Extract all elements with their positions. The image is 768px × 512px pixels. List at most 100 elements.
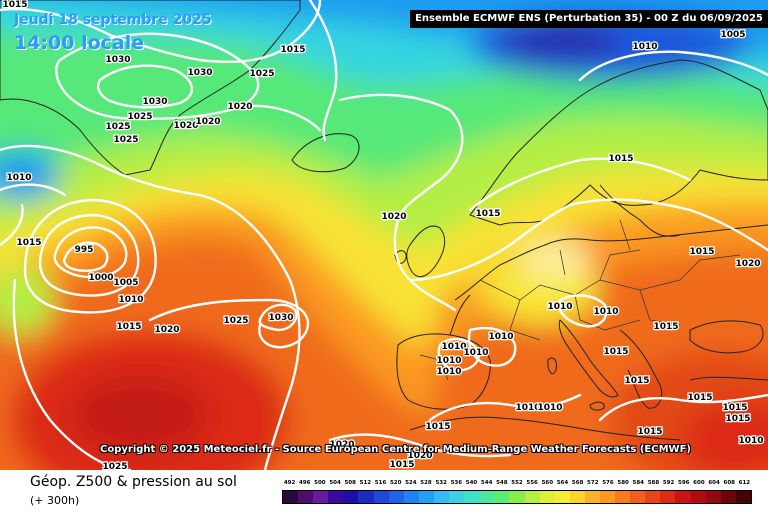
scale-tick-label: 528 [420,480,432,486]
scale-swatch [660,491,676,503]
copyright-notice: Copyright © 2025 Meteociel.fr - Source E… [100,444,691,455]
scale-swatch [554,491,570,503]
scale-tick-label: 580 [617,480,629,486]
scale-swatch [418,491,434,503]
scale-swatch [433,491,450,503]
isobar-label: 1025 [113,135,138,145]
isobar-label: 1015 [722,403,747,413]
scale-swatch [494,491,510,503]
isobar-label: 1015 [687,393,712,403]
scale-swatch [479,491,495,503]
scale-swatch [630,491,646,503]
isobar-label: 1015 [2,0,27,10]
scale-tick-label: 524 [405,480,417,486]
isobar-label: 1010 [537,403,562,413]
isobar-label: 1020 [173,121,198,131]
scale-tick-label: 536 [450,480,463,486]
scale-swatch [690,491,706,503]
isobar-label: 1015 [116,322,141,332]
isobar-label: 1010 [6,173,31,183]
isobar-label: 1030 [105,55,130,65]
scale-swatch [373,491,389,503]
scale-tick-label: 552 [511,480,523,486]
scale-swatch [645,491,661,503]
isobar-label: 1015 [389,460,414,470]
isobar-label: 1020 [329,440,354,450]
scale-tick-label: 608 [723,480,735,486]
isobar-label: 1015 [280,45,305,55]
scale-swatch [343,491,359,503]
legend-title: Géop. Z500 & pression au sol [30,474,237,490]
scale-swatch [464,491,480,503]
scale-tick-label: 556 [526,480,538,486]
scale-tick-label: 548 [496,480,508,486]
isobar-label: 1025 [223,316,248,326]
isobar-label: 1015 [603,347,628,357]
isobar-label: 1015 [608,154,633,164]
isobar-label: 1010 [488,332,513,342]
isobar-label: 1015 [725,414,750,424]
scale-tick-label: 496 [298,480,311,486]
scale-tick-label: 584 [632,480,645,486]
scale-tick-label: 492 [283,480,296,486]
weather-map: 1015 1030 1030 1015 1025 1020 1030 1025 1025 1020… [0,0,768,470]
isobar-label: 1015 [653,322,678,332]
isobar-label: 1005 [720,30,745,40]
isobar-label: 1010 [632,42,657,52]
scale-tick-label: 604 [708,480,720,486]
model-info-banner: Ensemble ECMWF ENS (Perturbation 35) - 0… [410,10,768,28]
isobar-label: 1020 [735,259,760,269]
scale-tick-label: 512 [359,480,372,486]
isobar-label: 1020 [195,117,220,127]
scale-tick-label: 588 [647,480,660,486]
scale-swatch [283,491,299,503]
isobar-label: 1015 [16,238,41,248]
scale-swatch [569,491,585,503]
isobar-label: 1030 [268,313,293,323]
scale-swatch [720,491,736,503]
scale-tick-label: 516 [374,480,387,486]
scale-swatch [599,491,616,503]
scale-tick-label: 540 [465,480,478,486]
scale-swatch [615,491,631,503]
scale-tick-label: 600 [693,480,705,486]
isobar-label: 1020 [407,451,432,461]
scale-swatch [449,491,465,503]
scale-swatch [705,491,721,503]
scale-swatch [584,491,600,503]
isobar-label: 1025 [102,462,127,470]
isobar-label: 1010 [436,356,461,366]
isobar-label: 1025 [127,112,152,122]
isobar-label: 995 [75,245,94,255]
scale-tick-label: 592 [662,480,675,486]
isobar-label: 1030 [142,97,167,107]
scale-tick-label: 544 [480,480,493,486]
scale-swatch [675,491,691,503]
scale-swatch [388,491,404,503]
isobar-label: 1010 [118,295,143,305]
scale-swatch [298,491,314,503]
isobar-label: 1010 [547,302,572,312]
scale-tick-label: 572 [587,480,599,486]
isobar-label: 1010 [515,403,540,413]
isobar-label: 1025 [249,69,274,79]
scale-swatch [539,491,555,503]
scale-tick-label: 564 [556,480,569,486]
forecast-date: Jeudi 18 septembre 2025 [14,12,212,28]
isobar-label: 1015 [475,209,500,219]
scale-swatch [735,491,751,503]
isobar-label: 1015 [624,376,649,386]
scale-swatch [328,491,344,503]
isobar-label: 1010 [593,307,618,317]
scale-tick-label: 576 [602,480,614,486]
isobar-label: 1000 [88,273,113,283]
isobar-label: 1020 [227,102,252,112]
isobar-label: 1030 [187,68,212,78]
isobar-label: 1025 [105,122,130,132]
scale-tick-label: 504 [329,480,341,486]
scale-tick-label: 612 [738,480,751,486]
coastlines [0,0,768,441]
isobar-label: 1020 [381,212,406,222]
scale-swatch [358,491,374,503]
